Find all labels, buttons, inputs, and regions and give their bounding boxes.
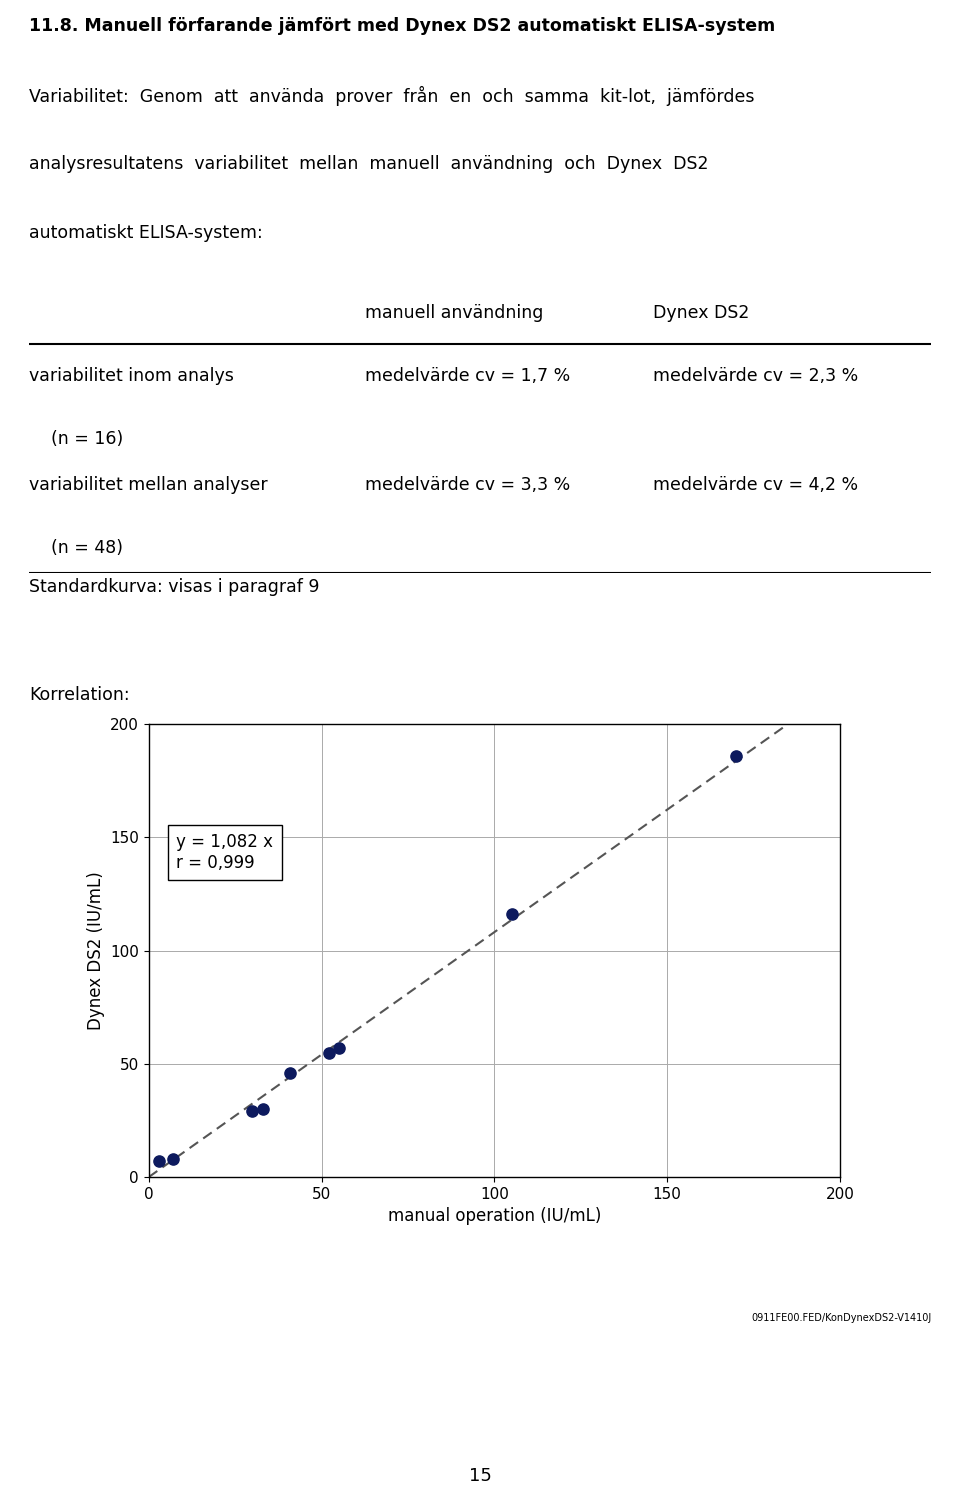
Text: Dynex DS2: Dynex DS2 [653,303,749,321]
X-axis label: manual operation (IU/mL): manual operation (IU/mL) [388,1207,601,1225]
Point [331,1035,347,1059]
Point [729,744,744,768]
Text: Variabilitet:  Genom  att  använda  prover  från  en  och  samma  kit-lot,  jämf: Variabilitet: Genom att använda prover f… [29,86,755,106]
Text: Standardkurva: visas i paragraf 9: Standardkurva: visas i paragraf 9 [29,578,320,596]
Text: (n = 48): (n = 48) [29,539,123,557]
Point [152,1150,167,1174]
Text: medelvärde cv = 1,7 %: medelvärde cv = 1,7 % [365,367,570,385]
Text: medelvärde cv = 4,2 %: medelvärde cv = 4,2 % [653,475,858,493]
Point [504,902,519,927]
Text: automatiskt ELISA-system:: automatiskt ELISA-system: [29,223,262,241]
Text: Korrelation:: Korrelation: [29,685,130,703]
Text: manuell användning: manuell användning [365,303,543,321]
Point [245,1099,260,1123]
Text: 11.8. Manuell förfarande jämfört med Dynex DS2 automatiskt ELISA-system: 11.8. Manuell förfarande jämfört med Dyn… [29,17,775,35]
Text: 0911FE00.FED/KonDynexDS2-V1410J: 0911FE00.FED/KonDynexDS2-V1410J [751,1313,931,1323]
Y-axis label: Dynex DS2 (IU/mL): Dynex DS2 (IU/mL) [86,871,105,1031]
Point [165,1147,180,1171]
Text: variabilitet inom analys: variabilitet inom analys [29,367,233,385]
Text: medelvärde cv = 3,3 %: medelvärde cv = 3,3 % [365,475,570,493]
Text: y = 1,082 x
r = 0,999: y = 1,082 x r = 0,999 [177,833,274,872]
Text: (n = 16): (n = 16) [29,430,123,448]
Text: variabilitet mellan analyser: variabilitet mellan analyser [29,475,268,493]
Point [283,1061,299,1085]
Text: 15: 15 [468,1467,492,1485]
Point [321,1041,336,1065]
Point [255,1097,271,1121]
Text: analysresultatens  variabilitet  mellan  manuell  användning  och  Dynex  DS2: analysresultatens variabilitet mellan ma… [29,155,708,174]
Text: medelvärde cv = 2,3 %: medelvärde cv = 2,3 % [653,367,858,385]
